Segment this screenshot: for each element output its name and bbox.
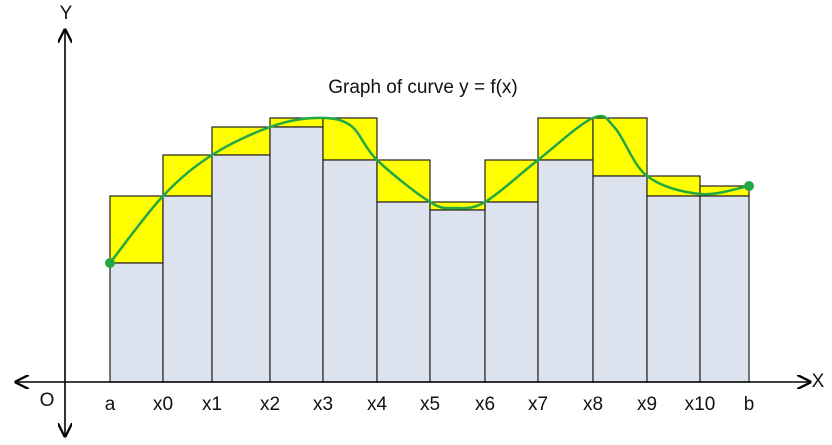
x-axis-label: X [812, 371, 825, 392]
curve [109, 114, 750, 264]
lower-rectangle [211, 154, 271, 383]
x-label: x2 [260, 394, 280, 415]
lower-rectangle [537, 159, 594, 383]
x-label: x6 [475, 394, 495, 415]
lower-rectangle [109, 262, 164, 383]
x-label: x10 [685, 394, 716, 415]
x-labels: a x0 x1 x2 x3 x4 x5 x6 x7 x8 x9 x10 b [105, 394, 755, 415]
title: Graph of curve y = f(x) [328, 77, 518, 98]
x-label: x8 [583, 394, 603, 415]
x-label: a [105, 394, 116, 415]
x-label: x0 [153, 394, 173, 415]
curve-start-point [105, 258, 115, 268]
lower-rectangle [429, 209, 486, 383]
x-label: b [744, 394, 755, 415]
x-label: x4 [367, 394, 388, 415]
lower-rectangle [322, 159, 378, 383]
x-label: x9 [637, 394, 657, 415]
curve-end-point [744, 181, 754, 191]
lower-rectangle [484, 201, 539, 383]
origin-label: O [40, 390, 55, 411]
lower-rectangle [592, 175, 648, 383]
lower-rectangle [162, 195, 213, 383]
x-label: x3 [313, 394, 333, 415]
x-label: x7 [528, 394, 548, 415]
rectangles [109, 117, 750, 383]
x-label: x5 [420, 394, 440, 415]
y-axis-label: Y [60, 3, 73, 24]
lower-rectangle [699, 195, 750, 383]
lower-rectangle [269, 126, 324, 383]
lower-rectangle [646, 195, 701, 383]
x-label: x1 [202, 394, 222, 415]
lower-rectangle [376, 201, 431, 383]
